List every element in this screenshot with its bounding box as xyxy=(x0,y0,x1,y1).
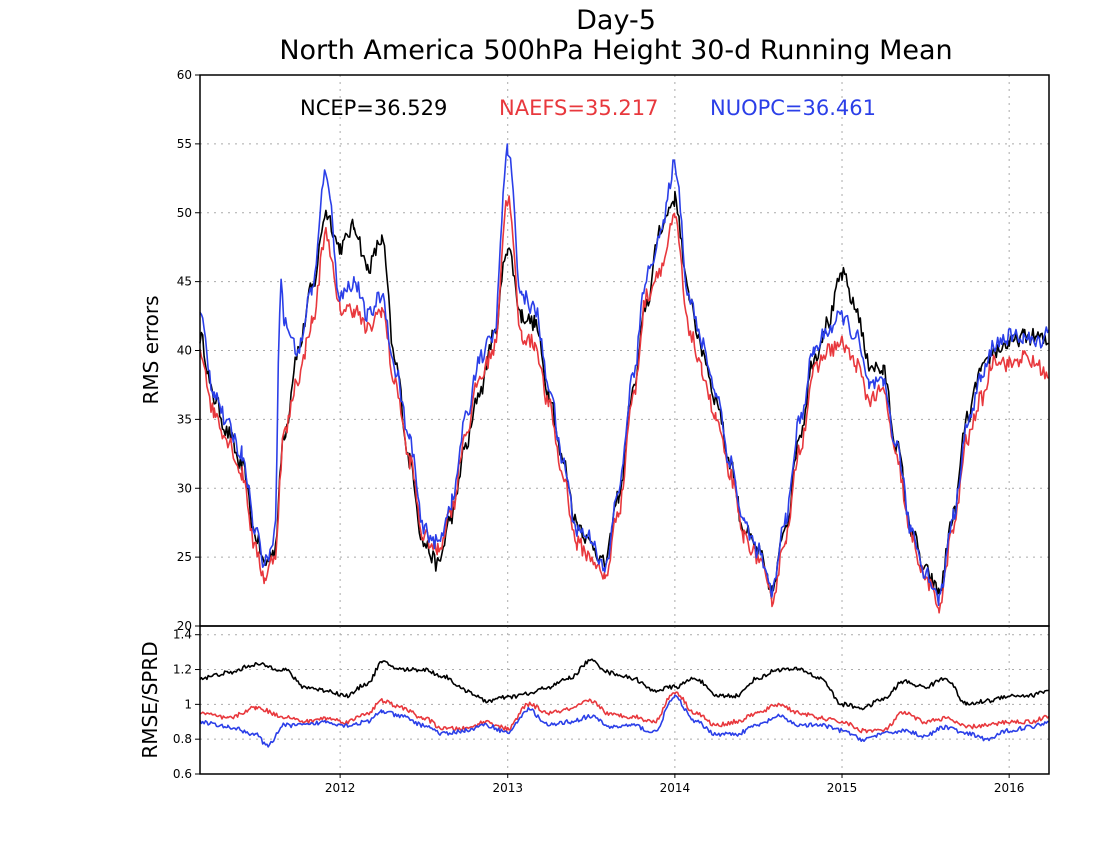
top-y-tick-label: 40 xyxy=(177,344,192,358)
x-axis: 2012 2013 2014 2015 2016 xyxy=(325,774,1025,795)
top-series-nuopc xyxy=(199,143,1050,607)
legend-entry: NCEP=36.529 xyxy=(300,96,447,120)
legend-entry: NAEFS=35.217 xyxy=(499,96,658,120)
bottom-y-axis-label: RMSE/SPRD xyxy=(138,641,162,758)
x-tick-label: 2016 xyxy=(994,781,1025,795)
top-series-ncep xyxy=(199,190,1049,600)
chart-title: Day-5 xyxy=(576,5,656,36)
bottom-y-tick-label: 0.6 xyxy=(173,767,192,781)
bottom-series-ncep xyxy=(199,658,1050,711)
legend: NCEP=36.529 NAEFS=35.217 NUOPC=36.461 xyxy=(300,96,876,120)
top-y-tick-label: 50 xyxy=(177,206,192,220)
top-y-tick-label: 60 xyxy=(177,68,192,82)
legend-entry: NUOPC=36.461 xyxy=(710,96,876,120)
top-y-tick-label: 30 xyxy=(177,481,192,495)
bottom-frame xyxy=(199,625,1050,775)
top-y-tick-label: 45 xyxy=(177,275,192,289)
top-y-tick-label: 55 xyxy=(177,137,192,151)
top-y-axis-label: RMS errors xyxy=(139,295,163,404)
x-tick-label: 2012 xyxy=(325,781,356,795)
top-y-tick-label: 25 xyxy=(177,550,192,564)
bottom-series-naefs xyxy=(199,691,1050,734)
top-panel: 20 25 30 35 40 45 50 55 60 xyxy=(177,68,1050,633)
bottom-series-nuopc xyxy=(199,694,1050,748)
bottom-y-tick-label: 1.4 xyxy=(173,628,192,642)
top-y-tick-label: 20 xyxy=(177,619,192,633)
top-series-naefs xyxy=(199,195,1050,614)
x-tick-label: 2014 xyxy=(660,781,691,795)
top-y-tick-label: 35 xyxy=(177,412,192,426)
x-tick-label: 2015 xyxy=(827,781,858,795)
bottom-y-tick-label: 1 xyxy=(184,697,192,711)
x-tick-label: 2013 xyxy=(492,781,523,795)
chart-subtitle: North America 500hPa Height 30-d Running… xyxy=(279,35,952,66)
bottom-panel: 0.6 0.8 1 1.2 1.4 xyxy=(173,625,1050,781)
bottom-y-tick-label: 1.2 xyxy=(173,663,192,677)
bottom-y-tick-label: 0.8 xyxy=(173,732,192,746)
